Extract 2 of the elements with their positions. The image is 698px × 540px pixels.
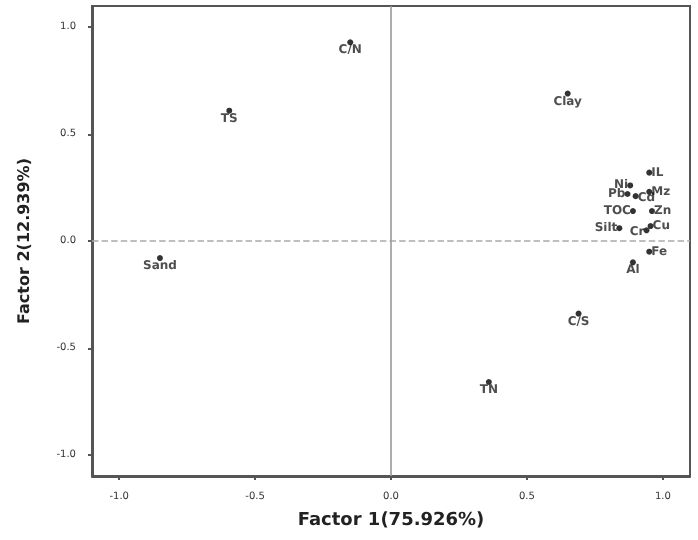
y-axis-title: Factor 2(12.939%) (15, 158, 33, 324)
x-axis-title: Factor 1(75.926%) (297, 511, 485, 531)
